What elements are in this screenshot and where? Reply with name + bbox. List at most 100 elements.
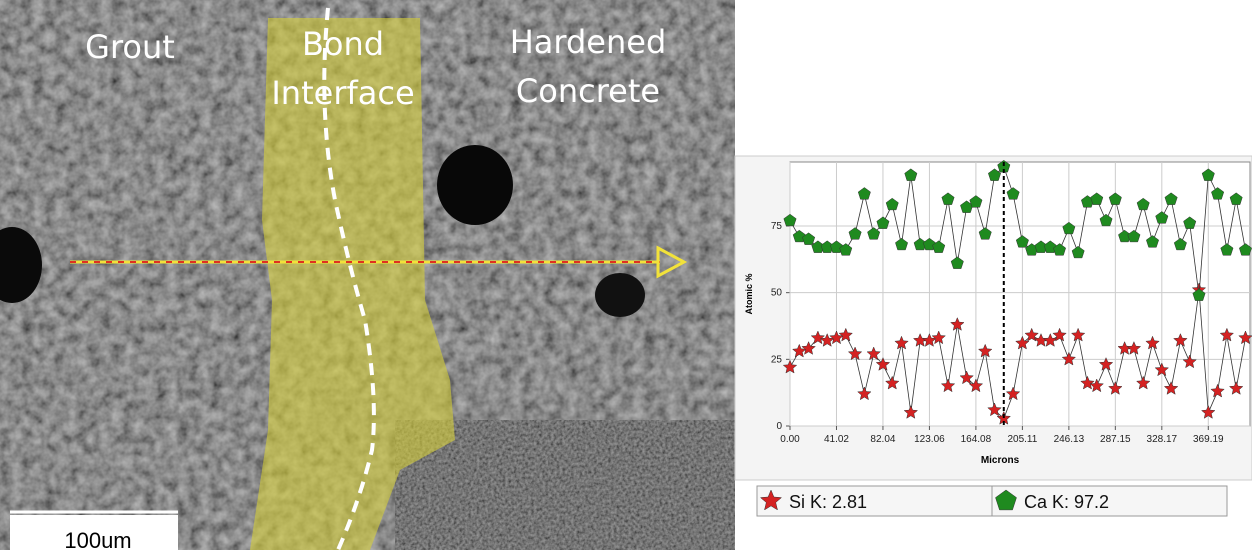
data-point <box>1183 216 1197 229</box>
data-point <box>1173 237 1187 251</box>
legend-marker <box>995 489 1017 511</box>
data-point <box>1071 245 1085 259</box>
data-point <box>1211 187 1225 200</box>
legend-marker <box>759 489 783 511</box>
x-tick-label: 82.04 <box>870 434 895 445</box>
data-point <box>922 333 937 347</box>
data-point <box>801 341 816 355</box>
dark-region <box>395 420 735 550</box>
data-point <box>1108 381 1123 395</box>
scale-bar-box <box>10 515 178 550</box>
pore <box>595 273 645 317</box>
x-tick-label: 246.13 <box>1054 434 1085 445</box>
data-point <box>1154 362 1170 377</box>
data-point <box>866 346 881 361</box>
data-point <box>1220 243 1234 256</box>
data-point <box>894 335 909 350</box>
chart: 0 25 50 75 0.00 41.02 82.04 123.06 164.08 205.11 2… <box>734 155 1252 517</box>
pore <box>0 227 42 303</box>
legend-label: Ca K: 97.2 <box>1024 492 1109 512</box>
data-point <box>838 327 854 342</box>
data-point <box>968 378 984 393</box>
y-tick-label: 0 <box>776 421 782 432</box>
label-hardened: Hardened <box>510 23 667 61</box>
sem-image: Grout Bond Interface Hardened Concrete 1… <box>0 0 735 550</box>
interface-line <box>322 7 376 550</box>
x-tick-label: 328.17 <box>1147 434 1178 445</box>
data-point <box>903 405 919 419</box>
data-point <box>1219 327 1235 342</box>
data-point <box>1155 211 1169 224</box>
data-point <box>1043 240 1057 253</box>
data-point <box>950 256 964 269</box>
x-axis-label: Microns <box>981 455 1020 466</box>
data-point <box>802 232 816 245</box>
data-point <box>1239 243 1252 256</box>
data-point <box>1238 330 1252 345</box>
data-point <box>810 330 826 345</box>
data-point <box>1052 327 1067 342</box>
data-point <box>1006 187 1020 200</box>
data-point <box>904 168 918 181</box>
data-point <box>922 237 936 251</box>
label-bond: Bond <box>302 25 384 63</box>
label-bond: Interface <box>271 74 414 112</box>
data-point <box>857 386 872 401</box>
data-point <box>1053 243 1066 256</box>
data-point <box>792 229 806 243</box>
data-point <box>1098 357 1114 371</box>
data-point <box>1090 192 1104 205</box>
data-point <box>932 240 946 253</box>
data-point <box>839 243 853 256</box>
data-point <box>782 359 798 374</box>
label-grout: Grout <box>85 28 175 66</box>
data-point <box>783 213 797 227</box>
data-point <box>1089 378 1105 393</box>
data-point <box>1192 288 1206 301</box>
data-point <box>1210 383 1225 398</box>
label-hardened: Concrete <box>516 72 660 110</box>
data-point <box>1024 327 1039 342</box>
bond-zone <box>250 18 455 550</box>
data-point <box>885 197 899 211</box>
x-tick-label: 123.06 <box>914 434 945 445</box>
data-point <box>867 227 881 240</box>
data-point <box>1042 333 1058 347</box>
data-point <box>1228 381 1244 395</box>
data-point <box>1108 192 1122 205</box>
data-point <box>1200 405 1216 419</box>
y-tick-label: 50 <box>771 288 783 299</box>
plot-area <box>789 161 1251 427</box>
data-point <box>941 192 955 205</box>
pore <box>437 145 513 225</box>
data-point <box>1145 335 1160 350</box>
data-point <box>876 216 890 229</box>
data-point <box>978 227 992 240</box>
data-point <box>987 402 1002 417</box>
data-point <box>1070 327 1086 342</box>
data-point <box>1127 229 1141 243</box>
data-point <box>1126 341 1142 355</box>
x-tick-label: 287.15 <box>1100 434 1131 445</box>
data-point <box>847 346 863 361</box>
data-point <box>950 317 965 331</box>
y-axis-label: Atomic % <box>744 273 754 314</box>
data-point <box>1201 168 1215 181</box>
x-tick-label: 41.02 <box>824 434 849 445</box>
x-tick-label: 164.08 <box>961 434 992 445</box>
data-point <box>1146 235 1159 248</box>
scale-bar-label: 100um <box>64 528 131 550</box>
legend-label: Si K: 2.81 <box>789 492 867 512</box>
data-point <box>1080 375 1095 390</box>
data-point <box>931 330 947 345</box>
data-point <box>1163 381 1179 395</box>
data-point <box>1164 192 1178 205</box>
legend-box <box>756 485 993 517</box>
y-tick-label: 25 <box>771 354 783 365</box>
data-point <box>959 370 974 385</box>
data-point <box>969 195 983 208</box>
data-point <box>884 375 900 390</box>
data-point <box>977 343 993 358</box>
x-tick-label: 0.00 <box>780 434 800 445</box>
